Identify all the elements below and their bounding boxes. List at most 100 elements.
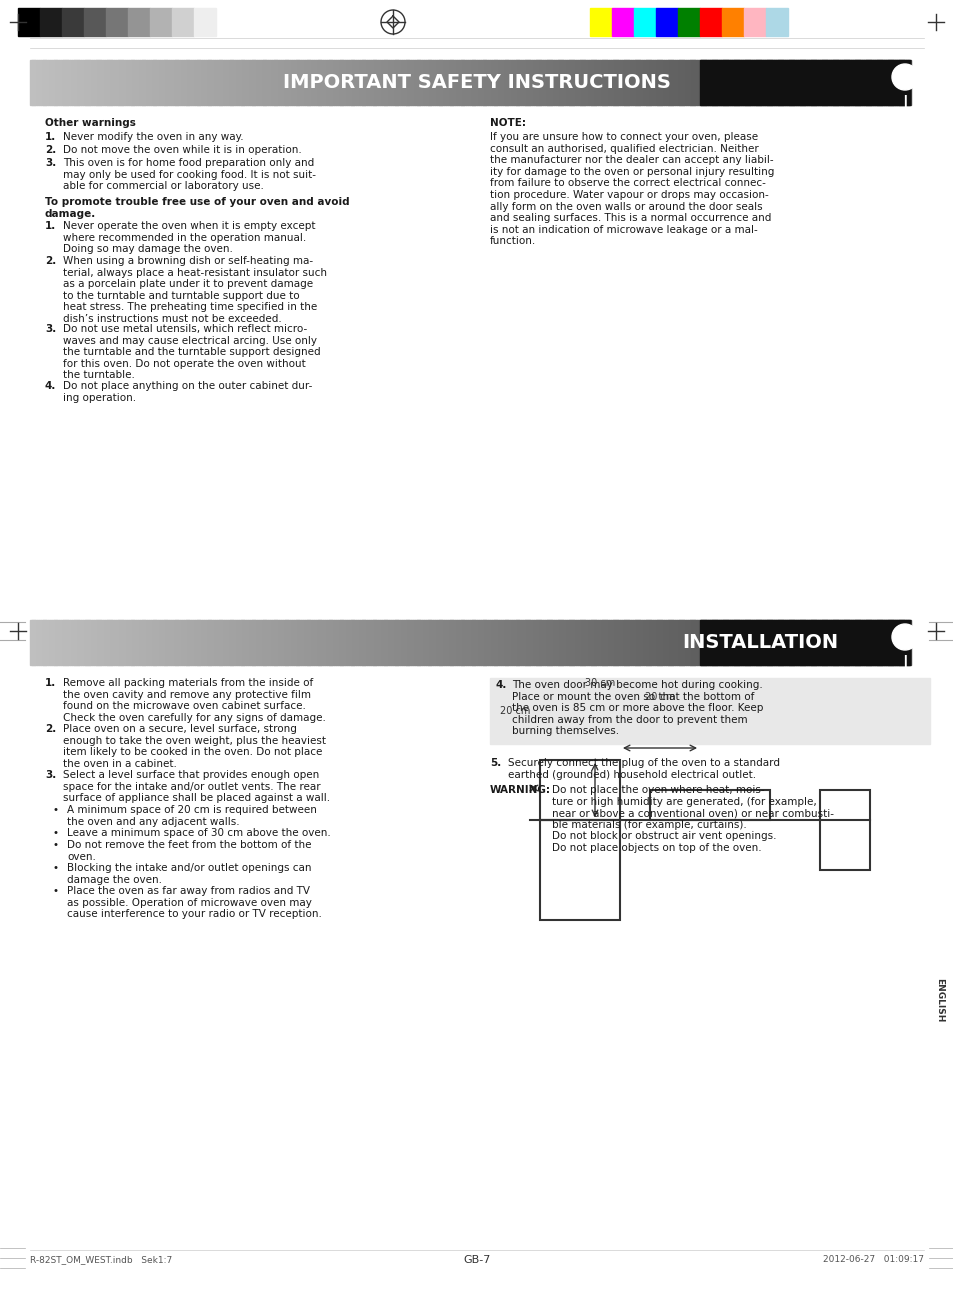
Bar xyxy=(386,620,389,665)
Bar xyxy=(509,620,512,665)
Bar xyxy=(859,59,862,105)
Bar xyxy=(403,59,406,105)
Bar xyxy=(127,620,130,665)
Bar xyxy=(505,59,507,105)
Bar xyxy=(48,59,51,105)
Bar xyxy=(771,59,773,105)
Bar xyxy=(733,59,736,105)
Bar xyxy=(874,620,877,665)
Bar xyxy=(216,620,219,665)
Bar xyxy=(575,59,578,105)
Bar xyxy=(436,620,439,665)
Bar xyxy=(182,620,184,665)
Bar xyxy=(755,59,758,105)
Bar xyxy=(628,59,631,105)
Bar xyxy=(676,620,679,665)
Bar xyxy=(68,59,70,105)
Bar xyxy=(129,59,132,105)
Bar xyxy=(608,620,611,665)
Bar xyxy=(355,620,358,665)
Bar xyxy=(682,620,685,665)
Bar xyxy=(107,620,110,665)
Bar xyxy=(421,59,424,105)
Bar xyxy=(743,8,765,36)
Bar xyxy=(443,620,446,665)
Bar xyxy=(894,620,897,665)
Bar xyxy=(623,620,626,665)
Bar xyxy=(416,620,419,665)
Bar xyxy=(460,59,463,105)
Bar xyxy=(617,59,619,105)
Bar xyxy=(839,59,841,105)
Bar xyxy=(65,59,68,105)
Text: WARNING:: WARNING: xyxy=(490,785,551,795)
Bar xyxy=(781,59,784,105)
Bar xyxy=(58,59,61,105)
Bar xyxy=(810,620,813,665)
Bar xyxy=(214,620,217,665)
Bar xyxy=(182,59,184,105)
Bar xyxy=(850,620,852,665)
Bar xyxy=(455,620,456,665)
Bar xyxy=(837,59,840,105)
Bar xyxy=(612,8,634,36)
Bar xyxy=(395,620,397,665)
Bar xyxy=(78,620,81,665)
Bar xyxy=(135,59,138,105)
Bar xyxy=(649,790,769,820)
Bar xyxy=(482,620,485,665)
Bar xyxy=(448,59,450,105)
Bar xyxy=(687,620,690,665)
Bar xyxy=(85,59,88,105)
Bar xyxy=(689,620,692,665)
Bar xyxy=(885,620,887,665)
Bar xyxy=(887,620,890,665)
Bar xyxy=(318,620,320,665)
Bar xyxy=(32,59,35,105)
Bar xyxy=(744,620,747,665)
Bar xyxy=(344,59,347,105)
Bar xyxy=(137,620,140,665)
Bar xyxy=(654,620,657,665)
Bar xyxy=(869,620,872,665)
Bar xyxy=(445,59,448,105)
Bar xyxy=(650,59,653,105)
Bar xyxy=(815,620,818,665)
Bar xyxy=(213,59,215,105)
Bar xyxy=(122,59,125,105)
Bar xyxy=(539,59,542,105)
Bar xyxy=(43,59,46,105)
Bar xyxy=(867,620,870,665)
Bar xyxy=(280,620,283,665)
Bar xyxy=(331,59,334,105)
Bar xyxy=(40,8,62,36)
Bar xyxy=(87,59,90,105)
Text: NOTE:: NOTE: xyxy=(490,117,525,128)
Bar xyxy=(327,620,330,665)
Bar xyxy=(312,620,314,665)
Bar xyxy=(590,620,593,665)
Bar xyxy=(645,620,648,665)
Bar xyxy=(775,620,778,665)
Bar xyxy=(373,620,375,665)
Bar xyxy=(125,59,127,105)
Bar xyxy=(107,59,110,105)
Bar xyxy=(599,620,602,665)
Bar xyxy=(452,59,455,105)
Bar xyxy=(639,620,641,665)
Bar xyxy=(274,620,276,665)
Bar xyxy=(58,620,61,665)
Bar xyxy=(349,59,352,105)
Bar xyxy=(823,59,826,105)
Text: Do not place anything on the outer cabinet dur-
ing operation.: Do not place anything on the outer cabin… xyxy=(63,381,312,403)
Bar xyxy=(221,620,224,665)
Bar xyxy=(632,59,635,105)
Bar xyxy=(206,620,209,665)
Bar xyxy=(832,620,835,665)
Bar xyxy=(401,59,404,105)
Bar xyxy=(426,620,428,665)
Bar xyxy=(593,59,596,105)
Bar xyxy=(800,59,801,105)
Bar xyxy=(179,59,182,105)
Bar xyxy=(300,620,303,665)
